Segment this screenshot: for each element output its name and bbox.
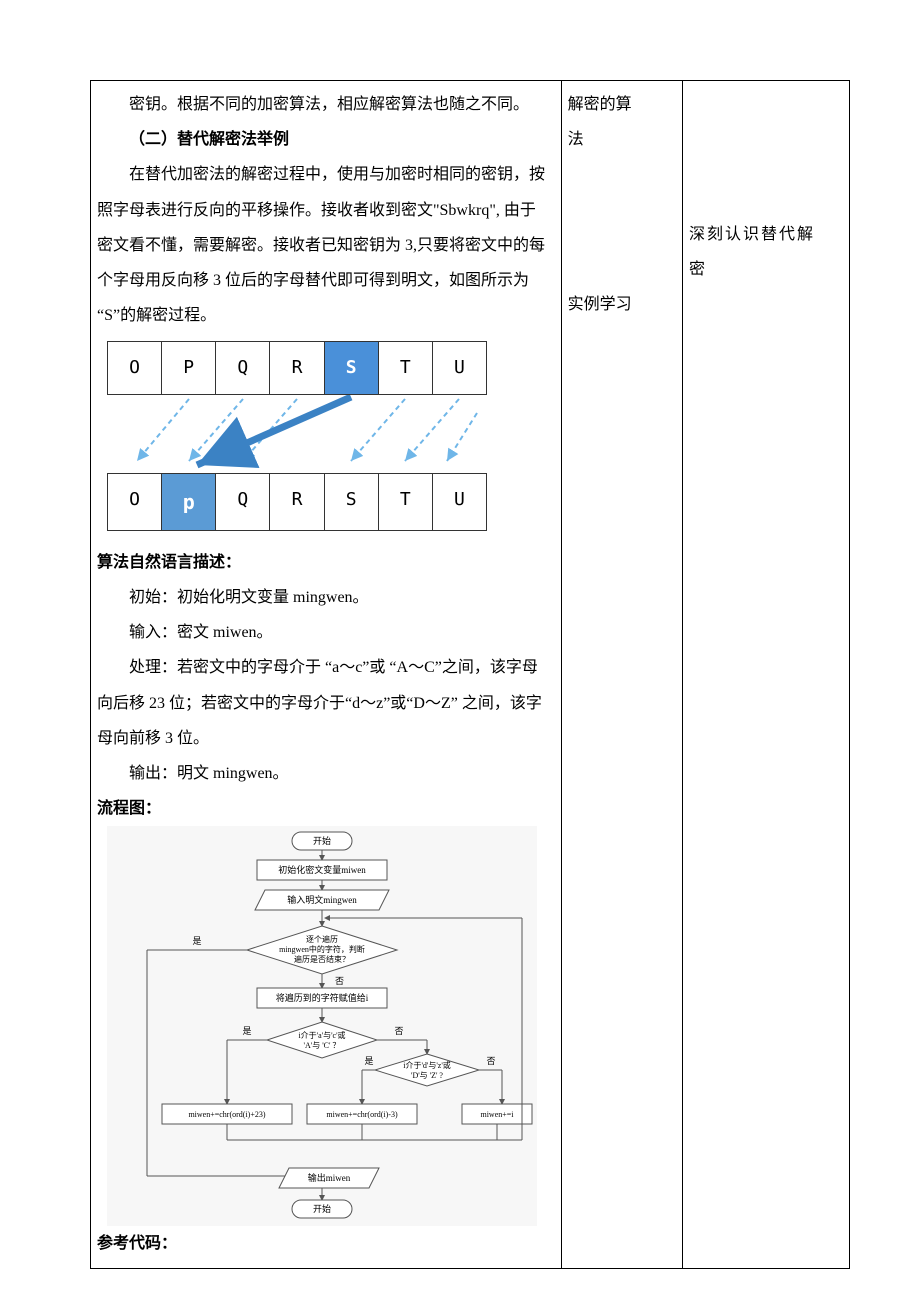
svg-text:遍历是否结束？: 遍历是否结束？ [294,954,350,964]
svg-text:mingwen中的字符，判断: mingwen中的字符，判断 [279,944,365,954]
fc-act3: miwen+=i [480,1110,514,1119]
section-title: （二）替代解密法举例 [97,122,555,157]
svg-text:否: 否 [335,976,344,986]
cipher-cell: T [379,474,433,530]
cipher-cell: O [108,474,162,530]
svg-text:否: 否 [394,1026,403,1036]
col3-t1: 深刻认识替代解 [689,217,843,252]
cipher-diagram: O P Q R S T U [107,341,487,531]
svg-text:'D'与 'Z' ?: 'D'与 'Z' ? [411,1071,443,1080]
flow-title: 流程图： [97,791,555,826]
cipher-cell-highlight: S [325,342,379,394]
spacer [689,87,843,217]
para1-l2: 照字母表进行反向的平移操作。接收者收到密文"Sbwkrq", 由于 [97,193,555,228]
svg-text:i介于'a'与'c'或: i介于'a'与'c'或 [298,1030,345,1040]
fc-init: 初始化密文变量miwen [278,864,366,875]
col2-t1a: 解密的算 [568,87,676,122]
cipher-cell: Q [216,474,270,530]
fc-output: 输出miwen [308,1172,351,1183]
cipher-cell: U [433,342,486,394]
code-title: 参考代码： [97,1226,555,1261]
intro-line: 密钥。根据不同的加密算法，相应解密算法也随之不同。 [97,87,555,122]
para1-l1: 在替代加密法的解密过程中，使用与加密时相同的密钥，按 [97,157,555,192]
cipher-cell: T [379,342,433,394]
spacer [568,157,676,287]
svg-text:'A'与 'C' ？: 'A'与 'C' ？ [304,1041,341,1050]
col2-t1b: 法 [568,122,676,157]
algo-l3: 处理：若密文中的字母介于 “a～c”或 “A～C”之间，该字母 [97,650,555,685]
cipher-cell: R [270,474,324,530]
algo-l1: 初始：初始化明文变量 mingwen。 [97,580,555,615]
cipher-top-row: O P Q R S T U [107,341,487,395]
cipher-cell: U [433,474,486,530]
algo-l5: 母向前移 3 位。 [97,721,555,756]
main-content-cell: 密钥。根据不同的加密算法，相应解密算法也随之不同。 （二）替代解密法举例 在替代… [91,81,562,1269]
cipher-cell-highlight: p [162,474,216,530]
algo-l2: 输入：密文 miwen。 [97,615,555,650]
svg-text:i介于'd'与'z'或: i介于'd'与'z'或 [403,1060,451,1070]
para1-l5: “S”的解密过程。 [97,298,555,333]
algo-l4: 向后移 23 位；若密文中的字母介于“d～z”或“D～Z” 之间，该字 [97,686,555,721]
cipher-cell: P [162,342,216,394]
para1-l4: 个字母用反向移 3 位后的字母替代即可得到明文，如图所示为 [97,263,555,298]
cipher-cell: R [270,342,324,394]
svg-text:是: 是 [192,936,201,946]
fc-end: 开始 [313,1203,331,1214]
cipher-bot-row: O p Q R S T U [107,473,487,531]
fc-assign: 将遍历到的字符赋值给i [276,992,369,1003]
cipher-arrows [107,395,487,473]
col3-t2: 密 [689,252,843,287]
fc-act2: miwen+=chr(ord(i)-3) [326,1110,398,1119]
algo-title: 算法自然语言描述： [97,545,555,580]
svg-text:是: 是 [364,1056,373,1066]
para1-l3: 密文看不懂，需要解密。接收者已知密钥为 3,只要将密文中的每 [97,228,555,263]
svg-text:是: 是 [242,1026,251,1036]
col2-t2: 实例学习 [568,287,676,322]
svg-text:逐个遍历: 逐个遍历 [306,934,338,944]
algo-l6: 输出：明文 mingwen。 [97,756,555,791]
lesson-table: 密钥。根据不同的加密算法，相应解密算法也随之不同。 （二）替代解密法举例 在替代… [90,80,850,1269]
flowchart: 开始 初始化密文变量miwen 输入明文mingwen 逐个遍历 mi [107,826,537,1226]
document-page: 密钥。根据不同的加密算法，相应解密算法也随之不同。 （二）替代解密法举例 在替代… [0,0,920,1302]
svg-text:否: 否 [486,1056,495,1066]
fc-input: 输入明文mingwen [287,894,357,905]
cipher-cell: Q [216,342,270,394]
cipher-cell: O [108,342,162,394]
student-activity-cell: 解密的算 法 实例学习 [561,81,682,1269]
fc-act1: miwen+=chr(ord(i)+23) [188,1110,265,1119]
fc-start: 开始 [313,835,331,846]
design-intent-cell: 深刻认识替代解 密 [683,81,850,1269]
cipher-cell: S [325,474,379,530]
